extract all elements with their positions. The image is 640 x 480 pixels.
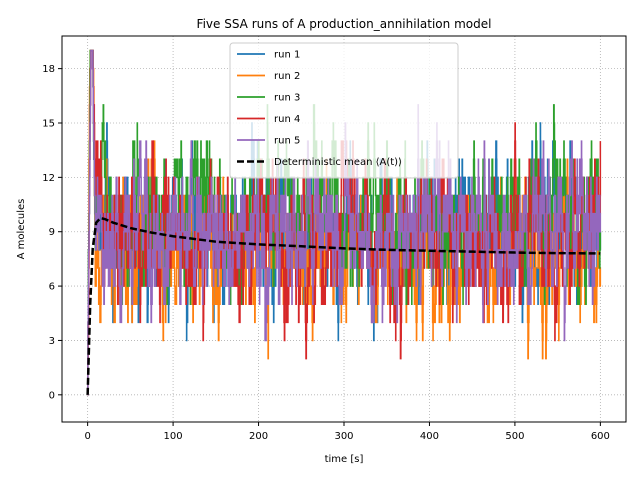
- y-tick-label: 9: [49, 227, 55, 238]
- legend-box: [229, 42, 459, 179]
- x-tick-label: 500: [505, 431, 524, 442]
- x-tick-label: 100: [164, 431, 183, 442]
- tick-group: 0 100 200 300 400 500 600 0 3 6 9 12 15 18: [42, 64, 610, 442]
- chart-title: Five SSA runs of A production_annihilati…: [197, 17, 492, 31]
- y-tick-label: 0: [49, 390, 55, 401]
- legend-label: Deterministic mean ⟨A(t)⟩: [274, 157, 402, 168]
- x-tick-label: 400: [420, 431, 439, 442]
- y-axis-label: A molecules: [16, 199, 27, 260]
- x-tick-label: 300: [334, 431, 353, 442]
- y-tick-label: 15: [42, 118, 55, 129]
- x-axis-label: time [s]: [325, 454, 364, 465]
- x-tick-label: 200: [249, 431, 268, 442]
- legend-label: run 5: [274, 136, 300, 147]
- y-tick-label: 12: [42, 173, 55, 184]
- y-tick-label: 6: [49, 282, 55, 293]
- legend-label: run 4: [274, 114, 300, 125]
- x-tick-label: 600: [591, 431, 610, 442]
- legend-label: run 1: [274, 50, 300, 61]
- y-tick-label: 18: [42, 64, 55, 75]
- y-tick-label: 3: [49, 336, 55, 347]
- legend-label: run 2: [274, 71, 300, 82]
- deterministic-mean-line: [86, 216, 601, 395]
- x-tick-label: 0: [84, 431, 90, 442]
- legend-label: run 3: [274, 93, 300, 104]
- legend: run 1 run 2 run 3 run 4 run 5 Deterministic m…: [229, 42, 459, 179]
